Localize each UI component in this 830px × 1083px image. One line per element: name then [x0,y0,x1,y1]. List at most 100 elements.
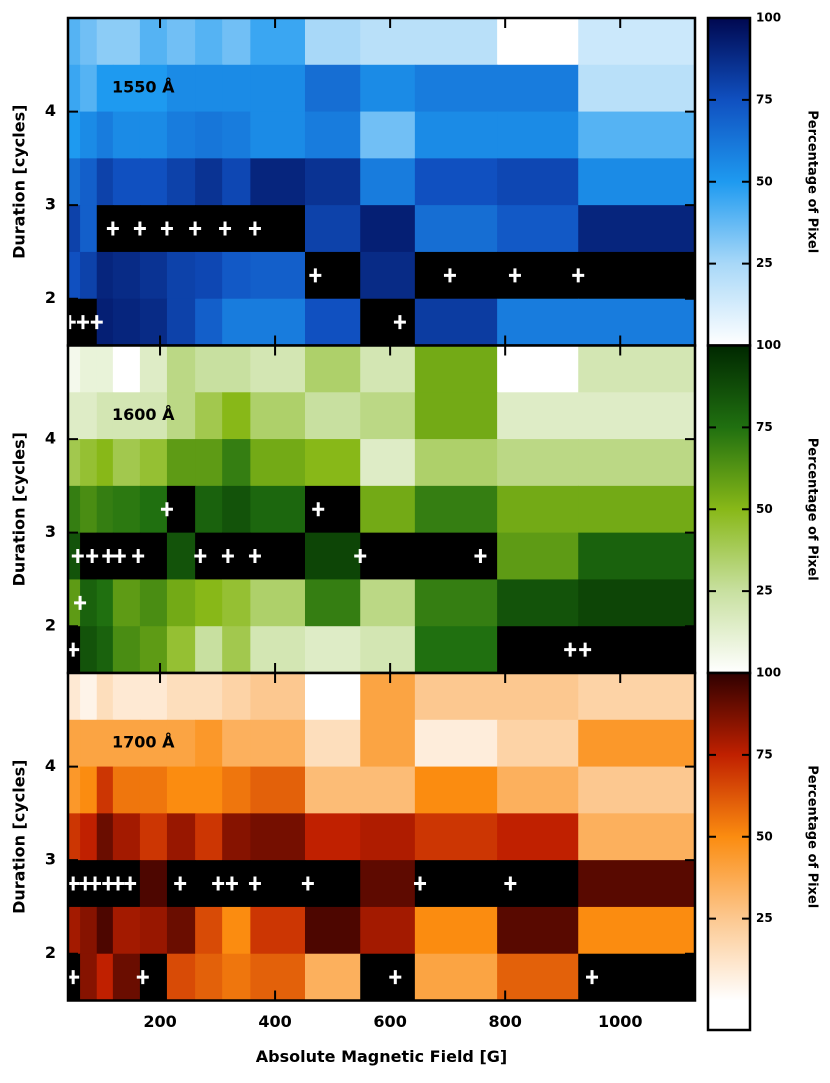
heatmap-cell [414,392,498,440]
colorbar-tick-label: 25 [756,584,773,598]
heatmap-cell [80,766,98,814]
y-tick-label: 3 [45,522,56,541]
heatmap-cell [139,439,168,487]
heatmap-cell [139,906,168,955]
marker [312,502,325,517]
heatmap-cell [195,251,223,300]
heatmap-cell [360,860,416,908]
heatmap-cell [166,626,196,674]
heatmap-cell [578,532,696,580]
heatmap-cell [139,298,168,346]
heatmap-cell [195,766,223,814]
marker [586,970,599,985]
heatmap-cell [497,205,579,253]
heatmap-cell [222,251,251,300]
heatmap-cell [222,64,251,113]
heatmap-cell [96,485,114,534]
heatmap-cell [250,18,306,66]
heatmap-cell [578,345,696,393]
heatmap-cell [139,626,168,674]
marker [71,549,84,564]
panel-frame [66,671,697,1002]
colorbar-tick-label: 75 [756,747,773,761]
heatmap-cell [360,673,416,721]
marker [301,876,314,891]
heatmap-cell [360,392,416,440]
heatmap-cell [68,719,81,768]
heatmap-cell [304,673,361,721]
heatmap-cell [222,158,251,206]
heatmap-cell [250,766,306,814]
heatmap-cell [414,860,498,908]
heatmap-cell [139,392,168,440]
heatmap-cell [250,298,306,346]
heatmap-cell [112,626,141,674]
heatmap-cell [304,18,361,66]
heatmap-cell [80,111,98,159]
heatmap-cell [222,906,251,955]
heatmap-cell [414,345,498,393]
heatmap-cell [304,298,361,346]
heatmap-cell [112,485,141,534]
heatmap-cell [96,392,114,440]
heatmap-cell [112,813,141,861]
marker [474,549,487,564]
heatmap-cell [578,439,696,487]
heatmap-cell [166,345,196,393]
colorbar-tick-label: 50 [756,502,773,516]
heatmap-cell [578,205,696,253]
heatmap-cell [139,158,168,206]
heatmap-cell [304,532,361,580]
heatmap-cell [497,485,579,534]
heatmap-cell [96,719,114,768]
heatmap-cell [250,158,306,206]
heatmap-cell [112,579,141,627]
marker [89,876,102,891]
heatmap-cell [304,626,361,674]
heatmap-cell [497,953,579,1001]
heatmap-cell [80,485,98,534]
heatmap-cell [578,860,696,908]
heatmap-cell [68,439,81,487]
heatmap-cell [414,298,498,346]
heatmap-cell [139,579,168,627]
heatmap-cell [166,719,196,768]
heatmap-cell [578,64,696,113]
marker [86,549,99,564]
heatmap-cell [360,439,416,487]
colorbar-label: Percentage of Pixel [805,765,820,908]
heatmap-cell [222,626,251,674]
heatmap-cell [139,64,168,113]
heatmap-cell [222,345,251,393]
heatmap-cell [80,906,98,955]
heatmap-cell [112,251,141,300]
y-tick-label: 2 [45,288,56,307]
marker [212,876,225,891]
heatmap-cell [360,18,416,66]
heatmap-cell [195,392,223,440]
heatmap-cell [497,64,579,113]
marker [124,876,137,891]
heatmap-cell [222,439,251,487]
heatmap-cell [68,111,81,159]
heatmap-cell [80,813,98,861]
x-tick-label: 1000 [598,1012,643,1031]
heatmap-cell [250,392,306,440]
x-axis-label: Absolute Magnetic Field [G] [256,1047,507,1066]
heatmap-cell [139,673,168,721]
marker [309,268,322,283]
heatmap-cell [112,673,141,721]
heatmap-cell [68,813,81,861]
heatmap-cell [68,906,81,955]
heatmap-cell [96,64,114,113]
colorbar-tick-label: 100 [756,338,781,352]
heatmap-cell [195,719,223,768]
marker [219,221,232,236]
heatmap-cell [360,205,416,253]
heatmap-cell [578,766,696,814]
heatmap-cell [578,251,696,300]
heatmap-cell [578,626,696,674]
marker [136,970,149,985]
heatmap-cell [304,158,361,206]
heatmap-cell [304,953,361,1001]
